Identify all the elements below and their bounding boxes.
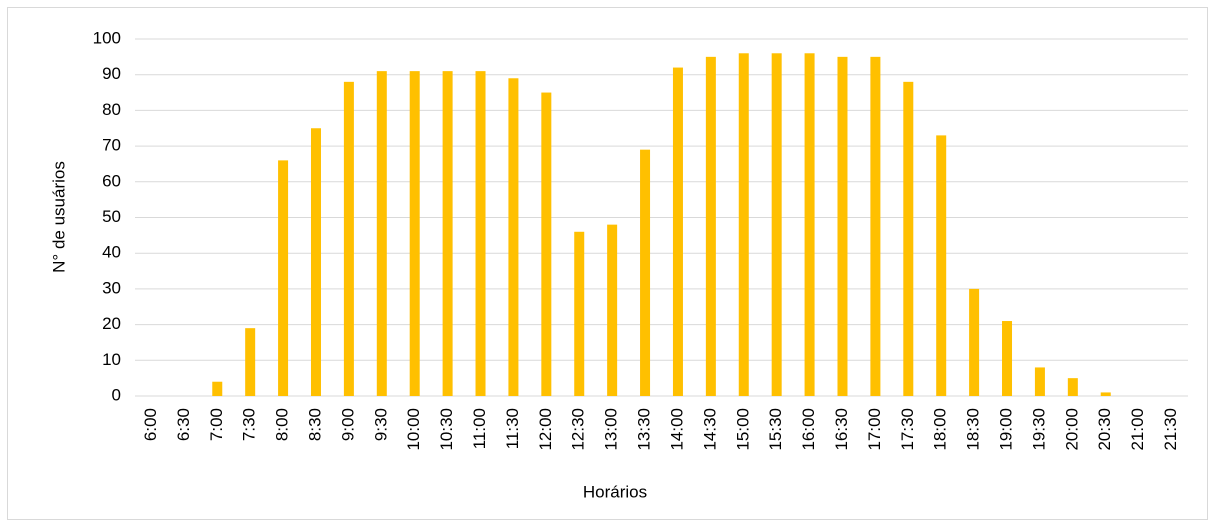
x-tick-label: 15:30 [766,408,785,451]
x-tick-label: 18:00 [931,408,950,451]
y-tick-label: 70 [102,136,121,155]
y-tick-label: 40 [102,243,121,262]
x-tick-label: 16:00 [799,408,818,451]
x-tick-label: 15:00 [733,408,752,451]
bar [376,71,387,396]
x-tick-label: 6:00 [141,408,160,441]
bar [640,149,651,396]
x-tick-label: 10:00 [404,408,423,451]
x-axis-title: Horários [583,482,647,501]
y-tick-label: 30 [102,278,121,297]
bar [212,381,223,396]
bar [574,231,585,396]
bar [705,56,716,396]
x-tick-label: 16:30 [832,408,851,451]
y-axis-title: N° de usuários [49,161,68,273]
x-tick-label: 9:30 [371,408,390,441]
y-tick-label: 0 [112,385,121,404]
bar [672,67,683,396]
x-tick-label: 20:30 [1095,408,1114,451]
bar [1100,392,1111,396]
x-tick-label: 14:30 [700,408,719,451]
x-tick-label: 19:30 [1029,408,1048,451]
bar [738,53,749,396]
x-tick-label: 9:00 [338,408,357,441]
y-tick-label: 90 [102,64,121,83]
x-tick-label: 11:00 [470,408,489,449]
y-tick-label: 60 [102,171,121,190]
x-tick-label: 7:00 [207,408,226,441]
bar [475,71,486,396]
bar [607,224,618,396]
bar [804,53,815,396]
x-tick-label: 10:30 [437,408,456,451]
bar [771,53,782,396]
bar [870,56,881,396]
x-tick-label: 21:00 [1128,408,1147,451]
bar [1002,321,1013,396]
x-tick-label: 8:00 [273,408,292,441]
x-tick-label: 14:00 [667,408,686,451]
bar [278,160,289,396]
bar [508,78,519,397]
bar [936,135,947,396]
x-tick-label: 19:00 [997,408,1016,451]
x-tick-label: 17:00 [865,408,884,451]
y-tick-label: 80 [102,100,121,119]
bar [903,81,914,396]
x-tick-label: 8:30 [305,408,324,441]
bar [1034,367,1045,396]
bar [343,81,354,396]
x-tick-label: 17:30 [898,408,917,451]
bar [409,71,420,396]
x-tick-label: 18:30 [964,408,983,451]
x-tick-label: 20:00 [1062,408,1081,451]
y-tick-label: 20 [102,314,121,333]
bar [837,56,848,396]
x-tick-label: 6:30 [174,408,193,441]
y-tick-label: 50 [102,207,121,226]
x-tick-label: 13:30 [635,408,654,451]
x-tick-label: 12:30 [569,408,588,451]
bar [245,328,256,396]
bar [969,288,980,396]
bar [310,128,321,396]
x-tick-label: 21:30 [1161,408,1180,451]
x-tick-label: 12:00 [536,408,555,451]
x-tick-label: 7:30 [240,408,259,441]
x-tick-label: 13:00 [602,408,621,451]
x-tick-label: 11:30 [503,408,522,449]
bar [442,71,453,396]
y-tick-label: 10 [102,350,121,369]
bar [541,92,552,397]
y-tick-label: 100 [93,28,121,47]
bar [1067,378,1078,396]
